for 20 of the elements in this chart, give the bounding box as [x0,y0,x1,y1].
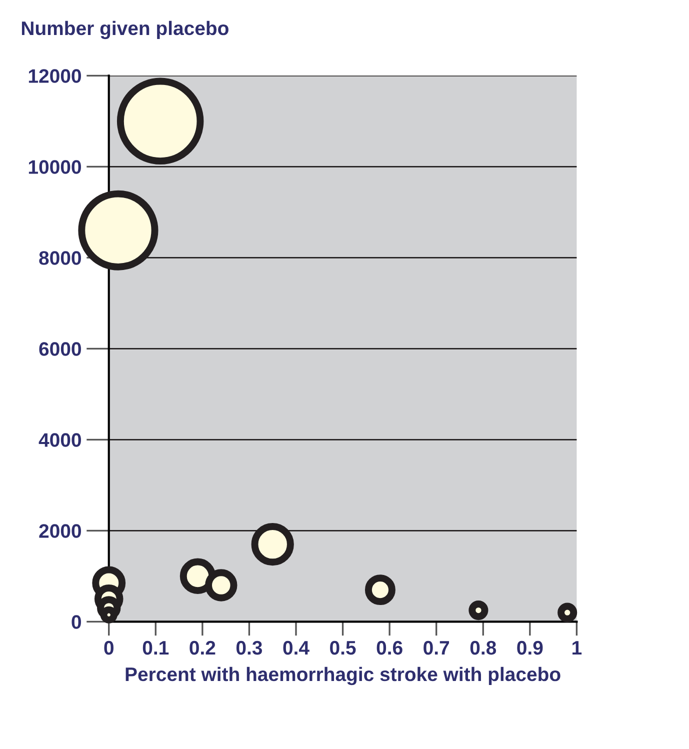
y-tick-label: 8000 [39,251,81,265]
x-tick-label: 0.9 [517,640,543,655]
y-tick-label: 12000 [28,69,81,83]
y-axis-title: Number given placebo [22,20,228,40]
y-tick-label: 6000 [39,342,81,356]
x-axis-title: Percent with haemorrhagic stroke with placebo [126,666,560,686]
x-tick-label: 0.4 [283,640,310,655]
y-tick-label: 4000 [38,433,81,447]
x-tick-label: 0.5 [330,640,356,655]
x-tick-label: 0 [104,640,114,655]
y-tick-label: 10000 [28,160,81,174]
y-tick-label: 2000 [39,524,81,538]
x-tick-label: 0.1 [142,640,169,655]
x-tick-label: 0.2 [190,640,216,655]
x-tick-label: 0.8 [470,640,496,655]
x-tick-label: 0.7 [424,640,450,655]
y-tick-label: 0 [72,615,81,629]
x-tick-label: 0.3 [236,640,262,655]
x-tick-label: 1 [572,641,582,655]
x-tick-label: 0.6 [376,640,402,655]
